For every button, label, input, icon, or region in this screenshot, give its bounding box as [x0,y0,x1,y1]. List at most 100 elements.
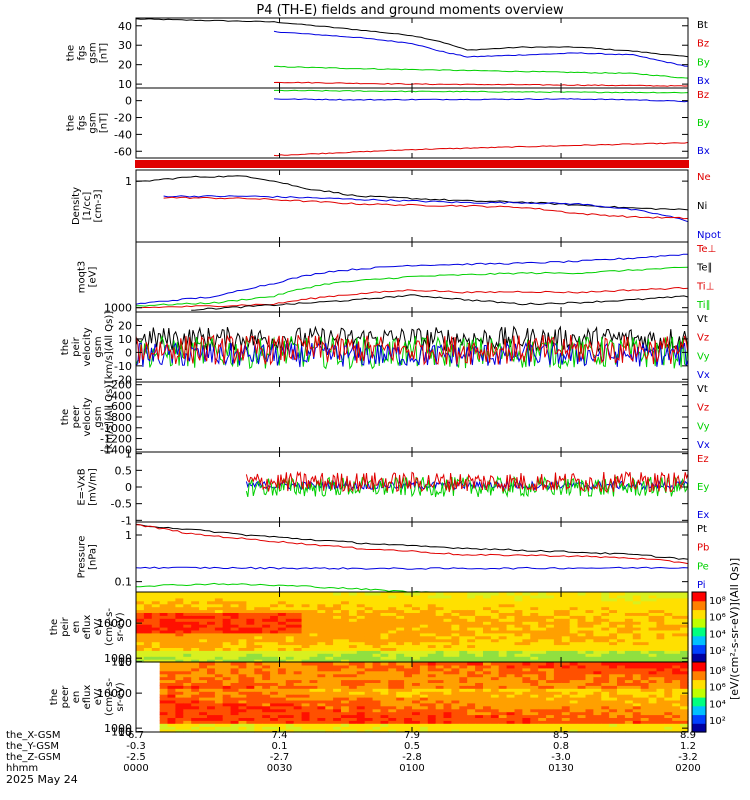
heatmap-cell [648,629,658,634]
heatmap-cell [459,705,468,710]
heatmap-cell [254,711,263,716]
heatmap-cell [364,699,374,704]
y-tick-label: 10 [118,726,132,739]
heatmap-cell [301,641,311,646]
heatmap-cell [372,726,382,730]
heatmap-cell [680,673,689,678]
heatmap-cell [624,612,634,616]
heatmap-cell [356,627,366,631]
heatmap-cell [593,726,602,730]
heatmap-cell [301,624,311,628]
heatmap-cell [601,653,610,657]
heatmap-cell [325,682,334,686]
heatmap-cell [404,621,413,625]
heatmap-cell [632,647,642,651]
heatmap-cell [191,667,200,672]
heatmap-cell [207,653,216,657]
heatmap-cell [435,697,445,701]
heatmap-cell [546,647,555,651]
heatmap-cell [514,673,523,678]
heatmap-cell [230,685,240,689]
heatmap-cell [546,711,555,716]
heatmap-cell [514,720,523,724]
heatmap-cell [325,676,334,681]
heatmap-cell [443,615,452,619]
heatmap-cell [459,653,468,657]
series-line-ez [245,470,689,493]
heatmap-cell [648,691,658,695]
heatmap-cell [640,615,650,619]
heatmap-cell [435,603,445,608]
y-tick-label: -10 [114,360,132,373]
heatmap-cell [475,679,484,683]
y-tick-label: 1 [125,529,132,542]
heatmap-cell [372,594,382,599]
heatmap-cell [143,594,153,599]
heatmap-cell [270,708,279,713]
heatmap-cell [640,656,650,660]
heatmap-cell [467,708,476,713]
heatmap-cell [341,650,350,654]
heatmap-cell [388,627,397,631]
heatmap-cell [207,691,216,695]
heatmap-cell [506,685,516,689]
heatmap-cell [238,726,247,730]
heatmap-cell [546,664,555,669]
heatmap-cell [348,688,358,692]
heatmap-cell [293,676,303,681]
heatmap-cell [230,656,240,660]
heatmap-cell [183,729,192,733]
heatmap-cell [427,629,437,634]
heatmap-cell [214,717,224,721]
heatmap-cell [672,609,681,613]
heatmap-cell [341,662,350,666]
heatmap-cell [246,664,255,669]
heatmap-cell [159,659,169,663]
heatmap-cell [443,711,452,716]
heatmap-cell [230,600,240,605]
heatmap-cell [380,650,389,654]
heatmap-cell [585,691,594,695]
heatmap-cell [364,600,374,605]
heatmap-cell [333,705,342,710]
heatmap-cell [151,629,161,634]
heatmap-cell [388,708,397,713]
heatmap-cell [490,597,500,602]
heatmap-cell [593,603,602,608]
heatmap-cell [451,699,460,704]
heatmap-cell [561,615,571,619]
heatmap-cell [664,670,673,675]
heatmap-cell [167,612,176,616]
heatmap-cell [553,702,563,707]
heatmap-cell [569,609,579,613]
heatmap-cell [459,697,468,701]
heatmap-cell [427,694,437,698]
heatmap-cell [317,612,326,616]
heatmap-cell [483,647,492,651]
heatmap-cell [451,717,460,721]
heatmap-cell [183,682,192,686]
heatmap-cell [498,606,508,611]
heatmap-cell [553,638,563,643]
heatmap-cell [230,597,240,602]
heatmap-cell [498,603,508,608]
heatmap-cell [561,662,571,666]
heatmap-cell [577,594,587,599]
heatmap-cell [601,659,610,663]
heatmap-cell [475,662,484,666]
heatmap-cell [199,729,208,733]
heatmap-cell [175,618,184,622]
heatmap-cell [435,644,445,648]
heatmap-cell [380,667,389,672]
heatmap-cell [467,653,476,657]
heatmap-cell [632,592,642,596]
heatmap-cell [506,714,516,718]
heatmap-cell [538,679,547,683]
heatmap-cell [514,609,523,613]
heatmap-cell [632,609,642,613]
heatmap-cell [317,609,326,613]
heatmap-cell [522,670,531,675]
heatmap-cell [301,679,311,683]
heatmap-cell [514,688,523,692]
